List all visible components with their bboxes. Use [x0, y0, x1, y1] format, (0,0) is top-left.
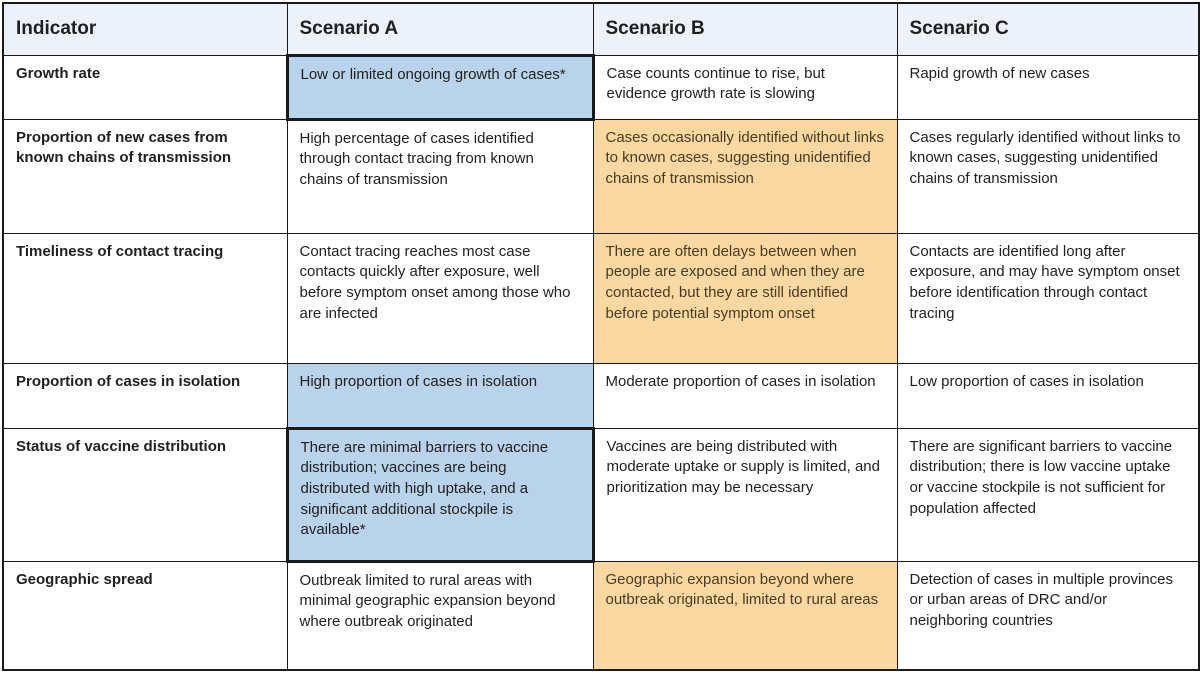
cell-timeliness-scenario-b: There are often delays between when peop… — [592, 232, 898, 364]
cell-isolation-scenario-a: High proportion of cases in isolation — [286, 362, 594, 429]
cell-isolation-scenario-c: Low proportion of cases in isolation — [896, 362, 1200, 429]
cell-known-chains-scenario-c: Cases regularly identified without links… — [896, 118, 1200, 234]
cell-geographic-scenario-c: Detection of cases in multiple provinces… — [896, 560, 1200, 671]
cell-timeliness-scenario-c: Contacts are identified long after expos… — [896, 232, 1200, 364]
row-header-new-cases-known-chains: Proportion of new cases from known chain… — [2, 118, 288, 234]
table-row-geographic-spread: Geographic spread Outbreak limited to ru… — [2, 560, 1200, 671]
cell-vaccine-scenario-b: Vaccines are being distributed with mode… — [592, 427, 898, 562]
cell-growth-rate-scenario-b: Case counts continue to rise, but eviden… — [592, 54, 898, 120]
column-header-indicator: Indicator — [2, 2, 288, 56]
column-header-scenario-c: Scenario C — [896, 2, 1200, 56]
cell-timeliness-scenario-a: Contact tracing reaches most case contac… — [286, 232, 594, 364]
cell-growth-rate-scenario-a: Low or limited ongoing growth of cases* — [285, 53, 595, 121]
cell-vaccine-scenario-a: There are minimal barriers to vaccine di… — [285, 426, 595, 563]
table-row-vaccine-distribution: Status of vaccine distribution There are… — [2, 426, 1200, 563]
column-header-scenario-a: Scenario A — [286, 2, 594, 56]
table-row-timeliness-contact-tracing: Timeliness of contact tracing Contact tr… — [2, 232, 1200, 364]
cell-known-chains-scenario-a: High percentage of cases identified thro… — [286, 118, 594, 234]
cell-geographic-scenario-b: Geographic expansion beyond where outbre… — [592, 560, 898, 671]
table-row-new-cases-known-chains: Proportion of new cases from known chain… — [2, 118, 1200, 234]
row-header-growth-rate: Growth rate — [2, 54, 288, 120]
cell-geographic-scenario-a: Outbreak limited to rural areas with min… — [286, 560, 594, 671]
column-header-scenario-b: Scenario B — [592, 2, 898, 56]
header-row: Indicator Scenario A Scenario B Scenario… — [2, 2, 1200, 56]
row-header-cases-in-isolation: Proportion of cases in isolation — [2, 362, 288, 429]
cell-vaccine-scenario-c: There are significant barriers to vaccin… — [896, 427, 1200, 562]
row-header-timeliness-contact-tracing: Timeliness of contact tracing — [2, 232, 288, 364]
cell-known-chains-scenario-b: Cases occasionally identified without li… — [592, 118, 898, 234]
table-row-cases-in-isolation: Proportion of cases in isolation High pr… — [2, 362, 1200, 429]
row-header-geographic-spread: Geographic spread — [2, 560, 288, 671]
cell-isolation-scenario-b: Moderate proportion of cases in isolatio… — [592, 362, 898, 429]
row-header-vaccine-distribution: Status of vaccine distribution — [2, 427, 288, 562]
cell-growth-rate-scenario-c: Rapid growth of new cases — [896, 54, 1200, 120]
table-row-growth-rate: Growth rate Low or limited ongoing growt… — [2, 53, 1200, 121]
